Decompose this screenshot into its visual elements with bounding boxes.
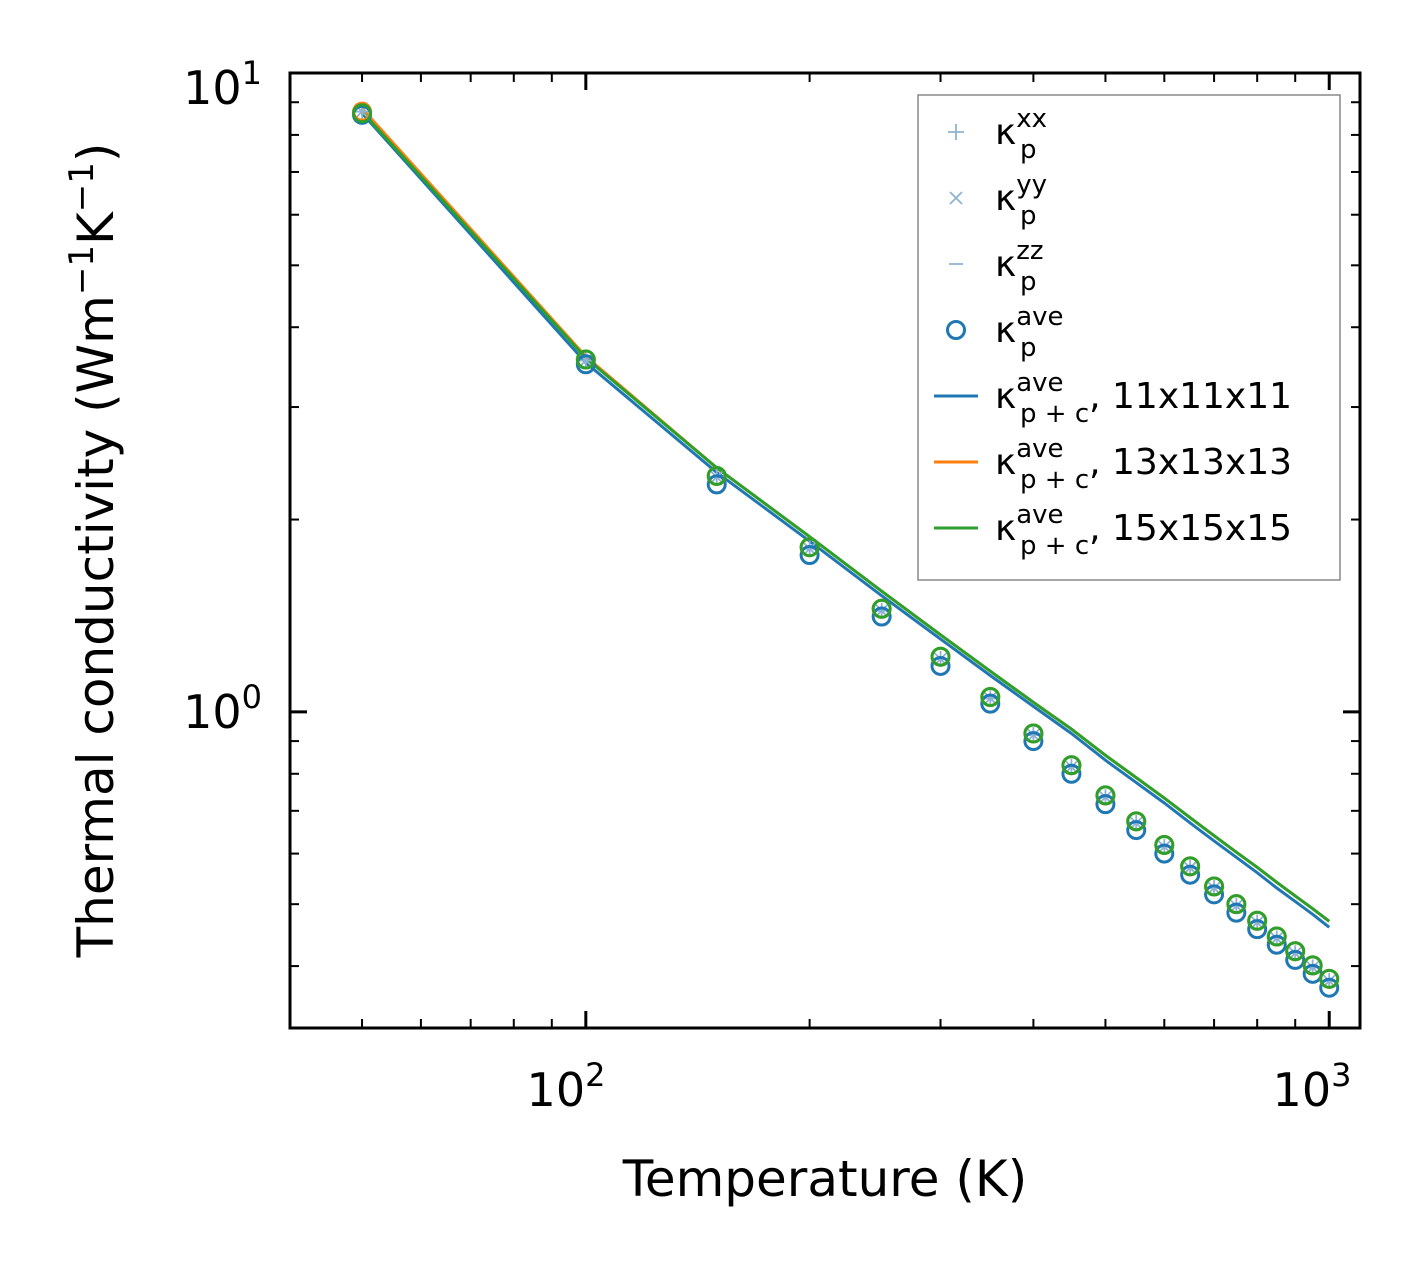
series-line-8 [360,110,1331,923]
data-point-3-15 [1247,919,1268,940]
data-point-5-9 [1095,785,1116,806]
data-point-3-2 [706,474,727,495]
data-point-3-11 [1154,843,1175,864]
legend-label: κave p + c, 11x11x11 [995,368,1292,429]
legend-entry: κyy p [949,170,1047,231]
data-point-5-19 [1319,968,1340,989]
data-point-5-3 [799,537,820,558]
data-point-3-3 [799,545,820,566]
legend-label: κzz p [995,236,1044,297]
legend-handle-cross [949,191,963,205]
legend-entry: κave p + c, 15x15x15 [934,500,1292,561]
data-point-5-14 [1226,894,1247,915]
data-point-3-10 [1126,820,1147,841]
data-point-5-18 [1302,955,1323,976]
series-lines [360,107,1331,929]
major-ticks [290,71,1360,1028]
data-point-5-0 [352,103,373,124]
y-tick-label-1: 100 [183,678,262,739]
data-point-5-2 [706,465,727,486]
data-point-3-16 [1266,934,1287,955]
legend-box [917,94,1341,581]
series-markers [352,101,1340,998]
data-point-3-19 [1319,977,1340,998]
legend-label: κyy p [995,170,1047,231]
legend-handle-circle [946,320,966,340]
data-point-5-8 [1061,755,1082,776]
legend-handle-plus [948,124,964,140]
data-point-5-7 [1023,723,1044,744]
data-point-3-12 [1180,864,1201,885]
data-point-5-11 [1154,834,1175,855]
data-point-5-1 [575,349,596,370]
legend-entry: κave p + c, 13x13x13 [934,434,1292,495]
x-tick-label-1000: 103 [1273,1056,1352,1117]
legend-label: κave p + c, 13x13x13 [995,434,1292,495]
data-point-3-4 [871,606,892,627]
data-point-5-15 [1247,910,1268,931]
y-tick-label-10: 101 [183,54,262,115]
x-tick-label-100: 102 [527,1056,606,1117]
data-point-3-8 [1061,763,1082,784]
data-point-5-10 [1126,811,1147,832]
data-point-3-7 [1023,731,1044,752]
data-point-5-5 [930,646,951,667]
data-point-5-4 [871,598,892,619]
data-point-3-9 [1095,794,1116,815]
legend-entry: κxx p [948,104,1047,165]
data-point-3-14 [1226,902,1247,923]
legend-label: κave p [995,302,1064,363]
data-point-5-12 [1180,856,1201,877]
series-line-6 [360,112,1331,929]
data-point-3-5 [930,655,951,676]
plot-frame [288,71,1362,1030]
data-point-3-13 [1204,884,1225,905]
y-axis-label: Thermal conductivity (Wm−1K−1) [62,143,125,959]
legend-label: κxx p [995,104,1047,165]
data-point-3-6 [980,693,1001,714]
legend-label: κave p + c, 15x15x15 [995,500,1292,561]
x-axis-label: Temperature (K) [622,1150,1027,1208]
data-point-5-17 [1285,941,1306,962]
legend-entry: κave p [946,302,1064,363]
legend-entry: κzz p [949,236,1044,297]
data-point-5-16 [1266,926,1287,947]
data-point-3-17 [1285,949,1306,970]
legend-entry: κave p + c, 11x11x11 [934,368,1292,429]
data-point-5-13 [1204,876,1225,897]
data-point-5-6 [980,687,1001,708]
